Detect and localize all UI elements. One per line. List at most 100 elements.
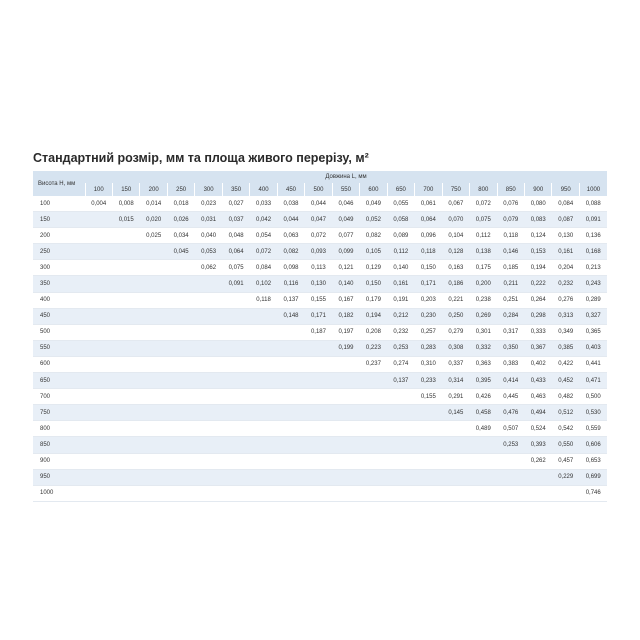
- table-cell: [277, 372, 305, 390]
- table-cell: [85, 292, 113, 309]
- table-cell: 0,237: [359, 356, 388, 374]
- table-cell: [139, 404, 168, 422]
- table-cell: [139, 259, 168, 277]
- table-cell: [277, 340, 305, 357]
- table-cell: [277, 404, 305, 422]
- table-cell: [249, 420, 278, 438]
- table-cell: [387, 436, 415, 454]
- table-cell: [139, 275, 168, 293]
- table-cell: [332, 453, 360, 470]
- table-cell: 0,422: [551, 356, 580, 374]
- table-cell: 0,463: [524, 388, 552, 406]
- table-cell: [167, 324, 195, 341]
- table-cell: [304, 485, 333, 502]
- table-cell: 0,161: [551, 243, 580, 261]
- table-cell: [139, 436, 168, 454]
- table-cell: 0,080: [524, 196, 552, 213]
- table-cell: [442, 420, 470, 438]
- column-header: 900: [523, 183, 552, 196]
- table-cell: 0,550: [551, 436, 580, 454]
- table-cell: [497, 485, 525, 502]
- table-cell: 0,168: [579, 243, 607, 261]
- table-cell: 0,385: [551, 340, 580, 357]
- table-cell: [167, 372, 195, 390]
- table-cell: 0,257: [414, 324, 443, 341]
- table-cell: [194, 453, 223, 470]
- table-cell: 0,250: [442, 308, 470, 325]
- table-cell: 0,186: [442, 275, 470, 293]
- column-header: 250: [166, 183, 195, 196]
- table-cell: [85, 227, 113, 245]
- table-cell: 0,238: [469, 292, 498, 309]
- table-cell: [85, 324, 113, 341]
- table-cell: 0,027: [222, 196, 250, 213]
- table-cell: 0,433: [524, 372, 552, 390]
- table-cell: [387, 485, 415, 502]
- table-cell: 0,232: [387, 324, 415, 341]
- table-cell: 0,150: [359, 275, 388, 293]
- table-cell: [112, 275, 140, 293]
- table-row: 900 0,262 0,457 0,653: [33, 453, 607, 470]
- row-label: 300: [33, 259, 85, 277]
- table-cell: [222, 292, 250, 309]
- table-cell: 0,118: [249, 292, 278, 309]
- table-cell: 0,091: [579, 211, 607, 229]
- table-row: 1000 0,746: [33, 485, 607, 502]
- table-cell: 0,559: [579, 420, 607, 438]
- table-cell: 0,512: [551, 404, 580, 422]
- table-cell: [277, 436, 305, 454]
- table-cell: 0,251: [497, 292, 525, 309]
- column-header: 600: [359, 183, 388, 196]
- table-cell: [222, 420, 250, 438]
- table-cell: 0,072: [304, 227, 333, 245]
- table-cell: [359, 372, 388, 390]
- table-cell: [304, 420, 333, 438]
- table-row: 800 0,489 0,507 0,524 0,542 0,559: [33, 420, 607, 438]
- table-cell: 0,063: [277, 227, 305, 245]
- table-cell: 0,155: [414, 388, 443, 406]
- row-label: 500: [33, 324, 85, 341]
- table-cell: [85, 404, 113, 422]
- table-cell: 0,082: [277, 243, 305, 261]
- table-cell: 0,212: [387, 308, 415, 325]
- table-cell: 0,365: [579, 324, 607, 341]
- table-cell: 0,211: [497, 275, 525, 293]
- table-cell: [112, 420, 140, 438]
- table-row: 150 0,015 0,020 0,026 0,031 0,037 0,042 0,044 0,…: [33, 211, 607, 229]
- table-cell: [249, 469, 278, 486]
- table-cell: 0,034: [167, 227, 195, 245]
- row-label: 550: [33, 340, 85, 357]
- table-cell: 0,445: [497, 388, 525, 406]
- table-cell: [112, 292, 140, 309]
- table-cell: 0,025: [139, 227, 168, 245]
- table-cell: [359, 453, 388, 470]
- table-cell: 0,208: [359, 324, 388, 341]
- row-label: 1000: [33, 485, 85, 502]
- column-header: 750: [441, 183, 470, 196]
- table-cell: 0,146: [497, 243, 525, 261]
- table-cell: 0,118: [497, 227, 525, 245]
- table-cell: 0,232: [551, 275, 580, 293]
- table-cell: [442, 485, 470, 502]
- table-cell: [359, 469, 388, 486]
- table-cell: 0,067: [442, 196, 470, 213]
- table-cell: 0,191: [387, 292, 415, 309]
- table-cell: [85, 356, 113, 374]
- table-cell: 0,049: [359, 196, 388, 213]
- table-row: 500 0,187 0,197 0,208 0,232 0,257 0,279 0,301 0,…: [33, 324, 607, 341]
- row-label: 750: [33, 404, 85, 422]
- table-cell: [112, 243, 140, 261]
- table-cell: 0,070: [442, 211, 470, 229]
- table-cell: [222, 308, 250, 325]
- table-cell: 0,402: [524, 356, 552, 374]
- table-cell: [194, 275, 223, 293]
- column-header: 300: [194, 183, 223, 196]
- column-header: 150: [111, 183, 140, 196]
- table-cell: [112, 453, 140, 470]
- table-cell: [497, 453, 525, 470]
- table-cell: [222, 404, 250, 422]
- table-cell: 0,317: [497, 324, 525, 341]
- table-cell: 0,171: [414, 275, 443, 293]
- column-header: 500: [304, 183, 333, 196]
- table-cell: [222, 453, 250, 470]
